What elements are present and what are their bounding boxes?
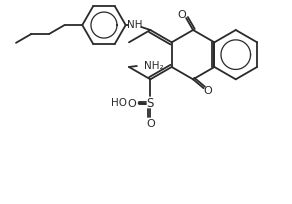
Text: O: O bbox=[146, 119, 155, 129]
Text: S: S bbox=[147, 98, 154, 111]
Text: NH: NH bbox=[127, 20, 142, 30]
Text: O: O bbox=[203, 86, 212, 96]
Text: HO: HO bbox=[111, 98, 127, 108]
Text: O: O bbox=[127, 99, 136, 109]
Text: NH₂: NH₂ bbox=[144, 61, 164, 71]
Text: O: O bbox=[178, 10, 187, 20]
